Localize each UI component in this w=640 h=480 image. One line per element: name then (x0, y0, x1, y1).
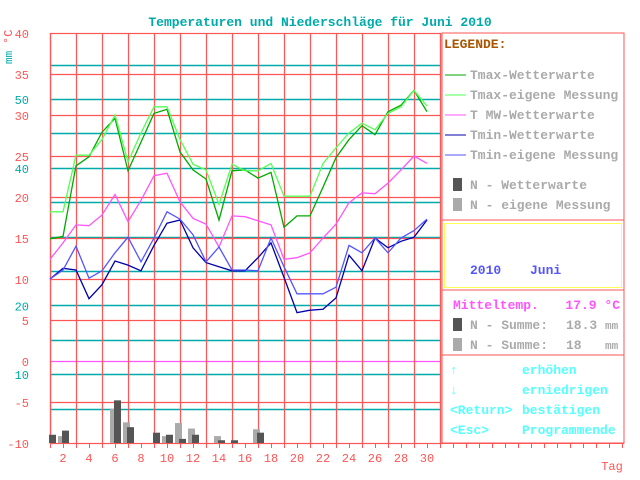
series-tmin-wetterwarte (49, 219, 428, 314)
axes: 2 4 6 8 10 12 14 16 18 20 22 24 26 28 3040353025201510… (7, 28, 624, 466)
y-tick-label-mm: 10 (15, 369, 29, 383)
x-tick-label: 10 (160, 452, 174, 466)
y-tick-label-celsius: 10 (15, 274, 29, 288)
x-tick-label: 20 (290, 452, 304, 466)
action-confirm[interactable]: bestätigen (522, 403, 600, 418)
key-return[interactable]: <Return> (450, 403, 513, 418)
grid (49, 32, 442, 445)
legend-swatch-bar-ww (453, 178, 462, 191)
y-tick-label-celsius: 0 (22, 356, 29, 370)
series-tmin-eigene-messung (49, 210, 428, 295)
x-tick-label: 22 (316, 452, 330, 466)
legend-item: N - Wetterwarte (470, 178, 587, 193)
sum-ww-unit: mm (605, 321, 619, 333)
precip-bar (49, 434, 56, 443)
x-tick-label: 4 (85, 452, 92, 466)
sum-ww-swatch (453, 318, 462, 331)
y-tick-label-celsius: 20 (15, 192, 29, 206)
period-year[interactable]: 2010 (470, 263, 501, 278)
period-box (444, 223, 622, 288)
x-tick-label: 24 (342, 452, 356, 466)
action-exit[interactable]: Programmende (522, 423, 616, 438)
precip-bar (218, 440, 225, 443)
legend-item: Tmax-eigene Messung (470, 88, 618, 103)
sum-eig-label: N - Summe: (470, 338, 548, 353)
precip-bar (188, 428, 195, 443)
precip-bar (153, 432, 160, 443)
x-tick-label: 18 (264, 452, 278, 466)
precip-bar (123, 422, 130, 443)
precip-bar (162, 436, 169, 443)
precip-bar (127, 427, 134, 443)
key-up[interactable]: ↑ (450, 363, 458, 378)
precip-bar (110, 408, 117, 443)
action-decrease[interactable]: erniedrigen (522, 383, 608, 398)
y-axis-label-mm: mm (4, 50, 16, 64)
precip-bar (231, 440, 238, 443)
sum-ww-value: 18.3 (566, 318, 597, 333)
y-tick-label-celsius: 35 (15, 69, 29, 83)
x-tick-label: 14 (212, 452, 226, 466)
sum-eig-value: 18 (566, 338, 582, 353)
precip-bar (166, 434, 173, 443)
y-tick-label-celsius: -5 (15, 397, 29, 411)
precip-bar (114, 400, 121, 443)
x-tick-label: 12 (186, 452, 200, 466)
action-increase[interactable]: erhöhen (522, 363, 577, 378)
precip-bar (214, 436, 221, 443)
x-tick-label: 2 (59, 452, 66, 466)
legend-swatch-bar-eig (453, 198, 462, 211)
legend-panel: LEGENDE: Tmax-Wetterwarte Tmax-eigene Me… (441, 32, 625, 444)
y-tick-label-mm: 20 (15, 300, 29, 314)
x-tick-label: 26 (368, 452, 382, 466)
series-tmax-eigene-messung (50, 89, 428, 213)
x-tick-label: 8 (137, 452, 144, 466)
temp-lines (49, 89, 428, 314)
precip-bar (179, 438, 186, 443)
series-tmax-wetterwarte (49, 89, 428, 240)
chart-title: Temperaturen und Niederschläge für Juni … (148, 15, 491, 30)
legend-item: Tmax-Wetterwarte (470, 68, 595, 83)
precip-bar (58, 436, 65, 443)
precip-bar (257, 432, 264, 443)
legend-item: Tmin-eigene Messung (470, 148, 618, 163)
key-esc[interactable]: <Esc> (450, 423, 489, 438)
y-tick-label-mm: 40 (15, 163, 29, 177)
y-tick-label-celsius: 30 (15, 110, 29, 124)
sum-ww-label: N - Summe: (470, 318, 548, 333)
mean-temp-label: Mitteltemp. (453, 298, 539, 313)
key-down[interactable]: ↓ (450, 383, 458, 398)
precip-bar (192, 434, 199, 443)
x-tick-label: 28 (394, 452, 408, 466)
precip-bar (175, 423, 182, 443)
legend-frame (441, 32, 625, 444)
precip-bar (253, 429, 260, 443)
mean-temp-value: 17.9 °C (565, 298, 620, 313)
x-tick-label: 30 (420, 452, 434, 466)
legend-title: LEGENDE: (444, 37, 506, 52)
y-axis-label-celsius: °C (2, 30, 16, 44)
precip-bars (49, 400, 264, 443)
legend-item: Tmin-Wetterwarte (470, 128, 595, 143)
x-tick-label: 16 (238, 452, 252, 466)
legend-item: N - eigene Messung (470, 198, 611, 213)
y-tick-label-celsius: -10 (7, 438, 29, 452)
precip-bar (62, 430, 69, 443)
y-tick-label-mm: 50 (15, 94, 29, 108)
x-axis-label: Tag (601, 460, 623, 474)
legend-item: T MW-Wetterwarte (470, 108, 595, 123)
y-tick-label-celsius: 40 (15, 28, 29, 42)
x-tick-label: 6 (111, 452, 118, 466)
y-tick-label-celsius: 25 (15, 151, 29, 165)
sum-eig-unit: mm (605, 341, 619, 353)
period-month[interactable]: Juni (530, 263, 561, 278)
y-tick-label-celsius: 5 (22, 315, 29, 329)
series-t-mw-wetterwarte (49, 155, 428, 261)
y-tick-label-celsius: 15 (15, 233, 29, 247)
sum-eig-swatch (453, 338, 462, 351)
